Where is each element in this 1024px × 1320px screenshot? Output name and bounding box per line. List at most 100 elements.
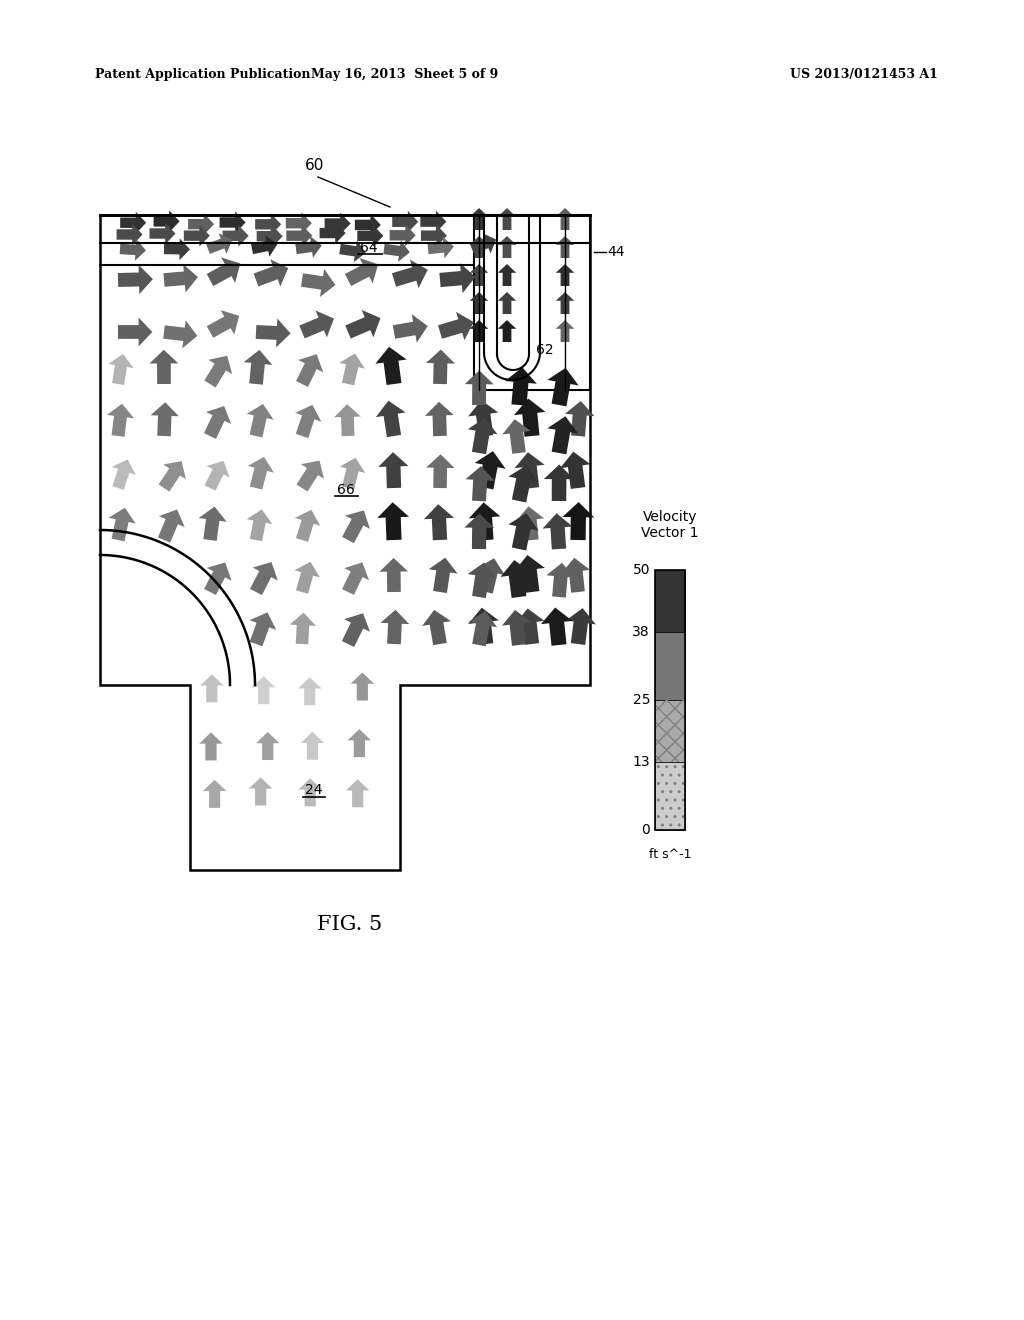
Polygon shape: [106, 404, 134, 437]
Text: ft s^-1: ft s^-1: [649, 847, 691, 861]
Polygon shape: [429, 557, 458, 593]
Polygon shape: [150, 223, 175, 244]
Polygon shape: [565, 401, 594, 437]
Bar: [474, 215, 590, 389]
Text: 62: 62: [536, 343, 554, 356]
Polygon shape: [257, 226, 283, 247]
Polygon shape: [498, 292, 516, 314]
Polygon shape: [204, 562, 231, 595]
Polygon shape: [255, 214, 282, 235]
Polygon shape: [118, 265, 153, 294]
Polygon shape: [296, 354, 324, 387]
Polygon shape: [556, 236, 574, 257]
Polygon shape: [466, 466, 495, 502]
Polygon shape: [390, 224, 416, 247]
Text: 13: 13: [633, 755, 650, 770]
Polygon shape: [556, 292, 574, 314]
Polygon shape: [250, 612, 276, 647]
Polygon shape: [516, 507, 544, 541]
Polygon shape: [298, 779, 322, 807]
Text: FIG. 5: FIG. 5: [317, 915, 383, 935]
Polygon shape: [376, 347, 407, 385]
Polygon shape: [154, 210, 179, 232]
Polygon shape: [420, 211, 446, 232]
Text: 25: 25: [633, 693, 650, 708]
Polygon shape: [206, 234, 232, 253]
Polygon shape: [470, 292, 488, 314]
Polygon shape: [543, 513, 572, 549]
Polygon shape: [498, 319, 516, 342]
Polygon shape: [150, 350, 178, 384]
Polygon shape: [392, 211, 418, 232]
Polygon shape: [498, 264, 516, 286]
Text: 24: 24: [305, 783, 323, 797]
Polygon shape: [342, 614, 370, 647]
Polygon shape: [468, 417, 498, 454]
Polygon shape: [476, 558, 505, 594]
Polygon shape: [470, 209, 488, 230]
Polygon shape: [439, 263, 475, 293]
Polygon shape: [340, 458, 366, 490]
Polygon shape: [164, 239, 190, 260]
Polygon shape: [355, 214, 381, 236]
Polygon shape: [508, 513, 539, 550]
Polygon shape: [200, 733, 223, 760]
Polygon shape: [301, 731, 325, 760]
Polygon shape: [286, 213, 312, 234]
Polygon shape: [249, 777, 272, 805]
Polygon shape: [468, 400, 499, 437]
Polygon shape: [298, 677, 322, 705]
Polygon shape: [203, 780, 226, 808]
Polygon shape: [548, 368, 579, 407]
Polygon shape: [342, 511, 370, 543]
Polygon shape: [427, 236, 454, 259]
Polygon shape: [377, 502, 409, 540]
Polygon shape: [295, 236, 322, 257]
Polygon shape: [514, 554, 545, 593]
Polygon shape: [112, 459, 136, 490]
Polygon shape: [393, 314, 428, 343]
Polygon shape: [421, 224, 446, 247]
Polygon shape: [470, 234, 497, 253]
Polygon shape: [468, 607, 499, 645]
Polygon shape: [117, 223, 142, 246]
Polygon shape: [505, 367, 537, 405]
Polygon shape: [339, 354, 365, 385]
Polygon shape: [501, 560, 531, 598]
Polygon shape: [561, 558, 590, 593]
Polygon shape: [219, 211, 246, 234]
Polygon shape: [560, 451, 591, 488]
Polygon shape: [244, 350, 272, 384]
Bar: [655, 700, 685, 763]
Polygon shape: [562, 502, 594, 540]
Polygon shape: [470, 319, 488, 342]
Polygon shape: [252, 676, 275, 704]
Polygon shape: [207, 310, 240, 338]
Polygon shape: [256, 733, 280, 760]
Polygon shape: [163, 321, 198, 348]
Text: Velocity
Vector 1: Velocity Vector 1: [641, 510, 698, 540]
Polygon shape: [345, 310, 381, 338]
Text: 66: 66: [337, 483, 354, 498]
Polygon shape: [248, 457, 273, 490]
Polygon shape: [199, 507, 226, 541]
Text: 50: 50: [633, 564, 650, 577]
Polygon shape: [468, 562, 497, 598]
Bar: [655, 570, 685, 830]
Polygon shape: [200, 675, 223, 702]
Polygon shape: [547, 562, 575, 598]
Polygon shape: [290, 612, 316, 644]
Polygon shape: [254, 259, 288, 286]
Polygon shape: [345, 257, 378, 286]
Polygon shape: [159, 461, 186, 491]
Polygon shape: [548, 416, 579, 454]
Text: 38: 38: [633, 626, 650, 639]
Polygon shape: [509, 466, 539, 503]
Text: 60: 60: [305, 157, 325, 173]
Polygon shape: [422, 610, 451, 645]
Polygon shape: [158, 510, 184, 543]
Polygon shape: [347, 729, 371, 758]
Polygon shape: [541, 607, 572, 645]
Polygon shape: [346, 779, 370, 808]
Polygon shape: [470, 264, 488, 286]
